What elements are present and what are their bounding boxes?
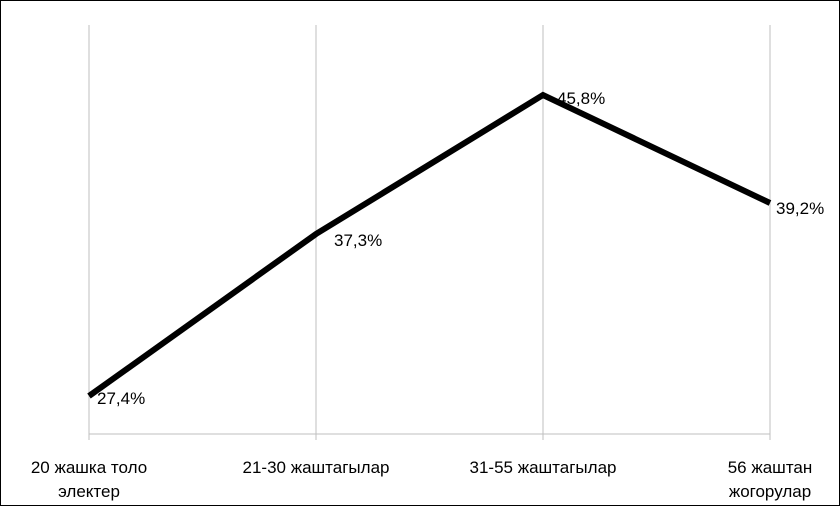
data-label-3: 45,8% — [557, 89, 605, 108]
x-tick-label-1: 20 жашка толо электер — [31, 458, 147, 501]
data-label-1: 27,4% — [97, 389, 145, 408]
series-line — [87, 91, 772, 399]
x-tick-label-4: 56 жаштан жогорулар — [728, 458, 813, 501]
x-tick-label-3: 31-55 жаштагылар — [470, 458, 617, 477]
data-label-2: 37,3% — [334, 231, 382, 250]
x-tick-label-2: 21-30 жаштагылар — [243, 458, 390, 477]
data-label-4: 39,2% — [776, 199, 824, 218]
